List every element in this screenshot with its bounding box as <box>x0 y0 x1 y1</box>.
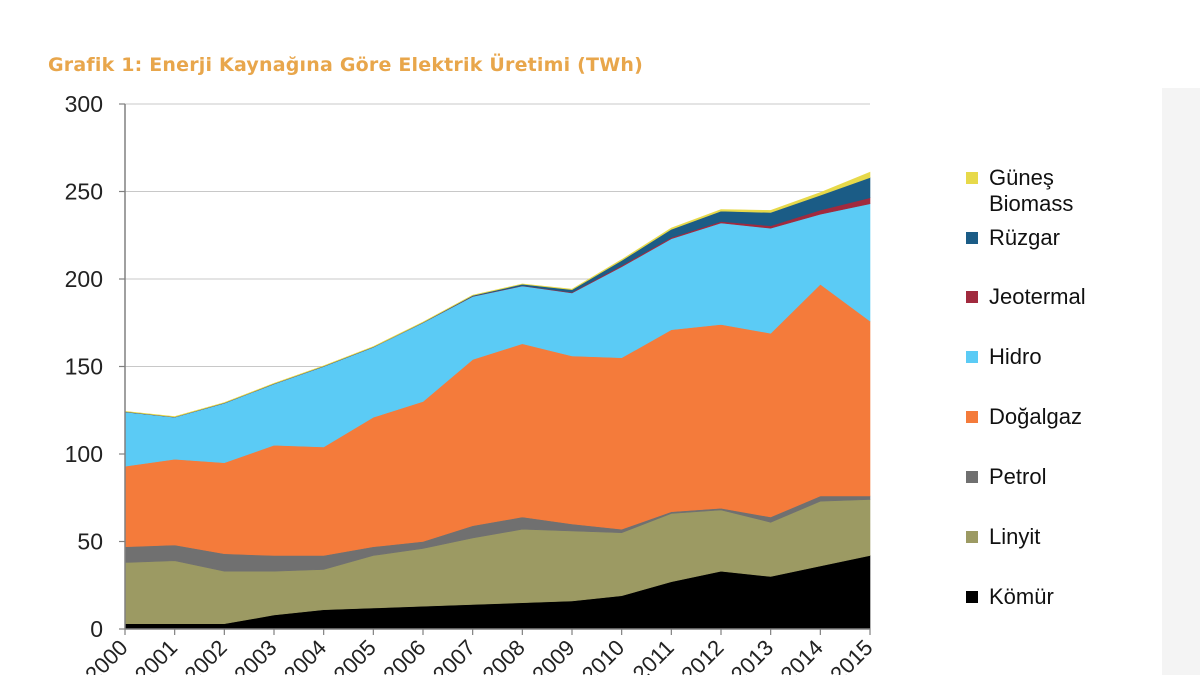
x-tick-label: 2009 <box>527 635 579 675</box>
x-tick-label: 2010 <box>577 635 629 675</box>
chart-title: Grafik 1: Enerji Kaynağına Göre Elektrik… <box>48 54 643 76</box>
legend-label: Rüzgar <box>989 225 1060 250</box>
x-tick-label: 2008 <box>478 635 530 675</box>
legend: Güneş Biomass Rüzgar Jeotermal Hidro Doğalga… <box>966 160 1156 620</box>
page-edge-panel <box>1162 88 1200 675</box>
x-tick-label: 2006 <box>378 635 430 675</box>
axes <box>119 103 871 635</box>
legend-swatch <box>966 172 978 184</box>
legend-label: Linyit <box>989 524 1041 549</box>
legend-swatch <box>966 411 978 423</box>
legend-label: Petrol <box>989 464 1047 489</box>
x-tick-label: 2012 <box>676 635 728 675</box>
y-tick-label: 0 <box>90 616 103 642</box>
x-tick-label: 2014 <box>776 635 828 675</box>
x-tick-label: 2000 <box>80 635 132 675</box>
legend-item: Petrol <box>966 464 1046 490</box>
legend-label: Hidro <box>989 344 1042 369</box>
x-tick-labels: 2000200120022003200420052006200720082009… <box>80 635 877 675</box>
x-tick-label: 2011 <box>628 635 679 675</box>
legend-swatch <box>966 591 978 603</box>
area-series-group <box>124 171 871 630</box>
legend-label: Doğalgaz <box>989 404 1082 429</box>
legend-swatch <box>966 531 978 543</box>
x-tick-label: 2004 <box>279 635 331 675</box>
y-tick-label: 300 <box>65 91 103 117</box>
y-tick-label: 150 <box>65 354 103 380</box>
x-tick-label: 2015 <box>825 635 877 675</box>
x-tick-label: 2002 <box>180 635 232 675</box>
legend-item: Kömür <box>966 584 1054 610</box>
legend-item: Doğalgaz <box>966 404 1082 430</box>
x-tick-label: 2013 <box>726 635 778 675</box>
legend-swatch <box>966 232 978 244</box>
y-tick-label: 50 <box>77 529 103 555</box>
x-tick-label: 2001 <box>130 635 182 675</box>
legend-item: Güneş Biomass <box>966 165 1073 217</box>
legend-label: Güneş Biomass <box>989 165 1074 216</box>
y-tick-label: 250 <box>65 179 103 205</box>
y-tick-labels: 0 50 100 150 200 250 300 <box>65 91 103 642</box>
legend-item: Hidro <box>966 344 1042 370</box>
legend-item: Linyit <box>966 524 1040 550</box>
legend-label: Jeotermal <box>989 284 1086 309</box>
x-tick-label: 2005 <box>329 635 381 675</box>
y-tick-label: 200 <box>65 266 103 292</box>
legend-item: Jeotermal <box>966 284 1086 310</box>
legend-swatch <box>966 351 978 363</box>
legend-swatch <box>966 291 978 303</box>
y-tick-label: 100 <box>65 441 103 467</box>
x-tick-label: 2003 <box>229 635 281 675</box>
legend-label: Kömür <box>989 584 1054 609</box>
x-tick-label: 2007 <box>428 635 480 675</box>
legend-item: Rüzgar <box>966 225 1060 251</box>
area-series-gunes <box>124 171 871 418</box>
legend-swatch <box>966 471 978 483</box>
